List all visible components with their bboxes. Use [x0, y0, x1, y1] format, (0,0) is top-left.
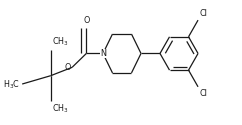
Text: Cl: Cl: [200, 9, 208, 18]
Text: Cl: Cl: [200, 89, 208, 98]
Text: CH$_3$: CH$_3$: [52, 103, 69, 115]
Text: O: O: [64, 63, 70, 72]
Text: O: O: [83, 16, 90, 25]
Text: H$_3$C: H$_3$C: [3, 78, 21, 90]
Text: CH$_3$: CH$_3$: [52, 35, 69, 48]
Text: N: N: [100, 49, 106, 58]
Text: N: N: [100, 49, 106, 58]
